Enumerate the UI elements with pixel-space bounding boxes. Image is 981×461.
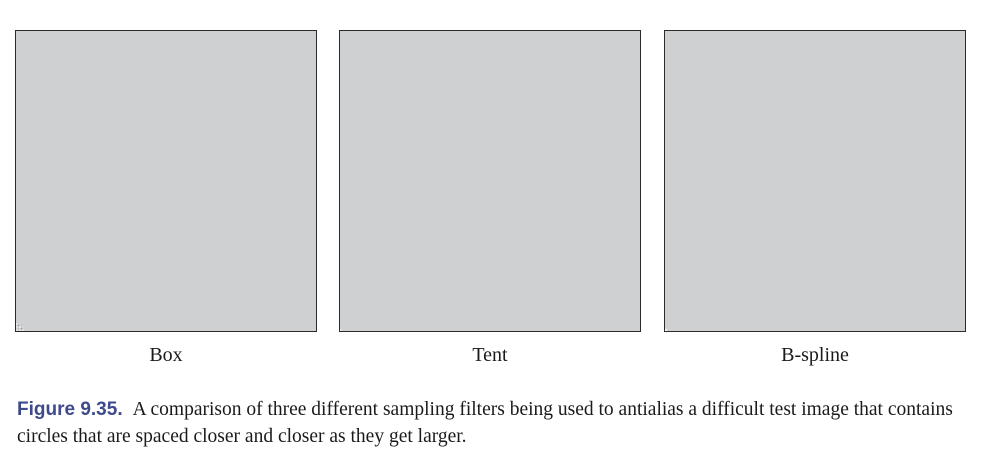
- box-label: Box: [149, 344, 183, 366]
- caption-text: A comparison of three different sampling…: [17, 399, 953, 447]
- tent-filter-image: [339, 30, 641, 332]
- bspline-label: B-spline: [781, 344, 849, 366]
- tent-filter-canvas: [340, 31, 640, 331]
- box-filter-canvas: [16, 31, 316, 331]
- box-filter-image: [15, 30, 317, 332]
- figure-number: Figure 9.35.: [17, 399, 123, 420]
- figure-caption: Figure 9.35. A comparison of three differ…: [17, 396, 972, 450]
- bspline-filter-image: [664, 30, 966, 332]
- tent-label: Tent: [472, 344, 508, 366]
- bspline-filter-canvas: [665, 31, 965, 331]
